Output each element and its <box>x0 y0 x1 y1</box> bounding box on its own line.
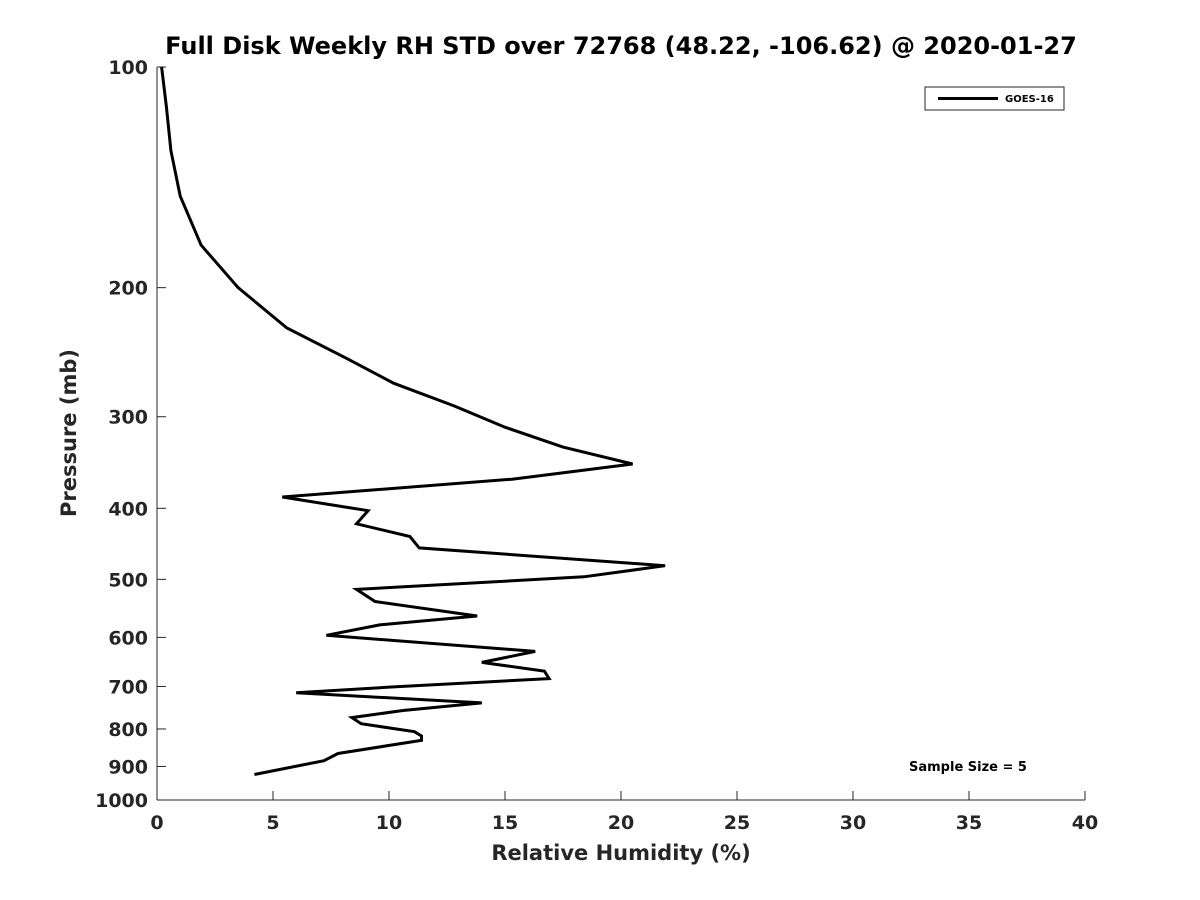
x-tick-label: 5 <box>266 812 279 834</box>
x-tick-label: 0 <box>150 812 163 834</box>
y-axis: 100 200 300 400 500 600 700 800 900 1000 <box>95 57 166 812</box>
sample-size-annotation: Sample Size = 5 <box>909 760 1027 775</box>
y-tick-label: 200 <box>108 278 148 300</box>
y-tick-label: 100 <box>108 57 148 79</box>
x-axis: 0 5 10 15 20 25 30 35 40 <box>150 791 1098 834</box>
y-tick-label: 800 <box>108 719 148 741</box>
x-tick-label: 20 <box>608 812 634 834</box>
x-tick-label: 30 <box>840 812 866 834</box>
x-tick-label: 35 <box>956 812 982 834</box>
y-tick-label: 300 <box>108 407 148 429</box>
x-axis-label: Relative Humidity (%) <box>491 841 750 865</box>
y-tick-label: 600 <box>108 627 148 649</box>
x-tick-label: 40 <box>1072 812 1098 834</box>
y-tick-label: 1000 <box>95 790 148 812</box>
x-tick-label: 10 <box>376 812 402 834</box>
x-tick-label: 25 <box>724 812 750 834</box>
y-tick-label: 700 <box>108 676 148 698</box>
legend: GOES-16 <box>924 86 1065 111</box>
y-tick-label: 400 <box>108 498 148 520</box>
series-layer <box>160 66 666 776</box>
chart-title: Full Disk Weekly RH STD over 72768 (48.2… <box>165 32 1077 60</box>
y-axis-label: Pressure (mb) <box>57 349 81 517</box>
y-tick-label: 900 <box>108 756 148 778</box>
x-tick-label: 15 <box>492 812 518 834</box>
series-line-goes-16 <box>160 66 666 776</box>
y-tick-label: 500 <box>108 569 148 591</box>
legend-label-goes-16: GOES-16 <box>1005 94 1054 105</box>
